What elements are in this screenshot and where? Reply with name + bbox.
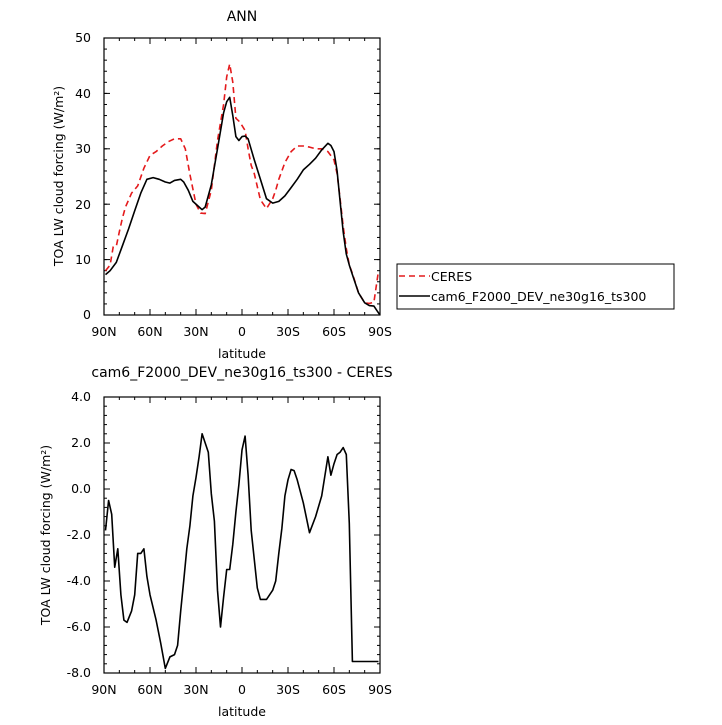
top-ytick-label: 20: [75, 197, 91, 212]
bottom-ytick-label: 4.0: [71, 389, 91, 404]
top-xtick-label: 0: [238, 324, 246, 339]
top-xtick-label: 90S: [368, 324, 392, 339]
top-plot-area: [103, 37, 381, 316]
bottom-y-ticklabels: -8.0 -6.0 -4.0 -2.0 0.0 2.0 4.0: [67, 389, 91, 680]
bottom-plot-area: [103, 396, 381, 674]
top-ytick-label: 50: [75, 30, 91, 45]
bottom-ytick-label: -8.0: [67, 665, 91, 680]
top-legend: CERES cam6_F2000_DEV_ne30g16_ts300: [396, 263, 675, 310]
bottom-x-ticklabels: 90N 60N 30N 0 30S 60S 90S: [91, 682, 392, 697]
bottom-x-axis-label: latitude: [218, 704, 266, 719]
bottom-xtick-label: 0: [238, 682, 246, 697]
top-panel: ANN 90N 60N 30N 0 30S 60S 90S 0 10 20 30…: [51, 9, 675, 361]
bottom-xtick-label: 60N: [137, 682, 162, 697]
top-xtick-label: 30S: [276, 324, 300, 339]
top-series-line-cam6-f2000-dev-ne30g16-ts300: [104, 96, 381, 316]
bottom-xtick-label: 30S: [276, 682, 300, 697]
bottom-series-line-diff-0: [104, 432, 379, 670]
bottom-ytick-label: 0.0: [71, 481, 91, 496]
top-xtick-label: 90N: [91, 324, 116, 339]
bottom-xtick-label: 60S: [322, 682, 346, 697]
top-axis-ticks: [103, 37, 381, 316]
bottom-ytick-label: -6.0: [67, 619, 91, 634]
bottom-plot-frame: [103, 396, 381, 674]
legend-label-ceres: CERES: [431, 269, 472, 284]
top-ytick-label: 40: [75, 86, 91, 101]
top-x-ticklabels: 90N 60N 30N 0 30S 60S 90S: [91, 324, 392, 339]
top-xtick-label: 60N: [137, 324, 162, 339]
top-ytick-label: 30: [75, 141, 91, 156]
top-ytick-label: 10: [75, 252, 91, 267]
bottom-axis-ticks: [103, 396, 381, 674]
top-plot-frame: [103, 37, 381, 316]
bottom-y-axis-label: TOA LW cloud forcing (W/m²): [38, 445, 53, 626]
top-y-ticklabels: 0 10 20 30 40 50: [75, 30, 91, 322]
bottom-xtick-label: 90N: [91, 682, 116, 697]
bottom-xtick-label: 90S: [368, 682, 392, 697]
top-chart-title: ANN: [227, 9, 258, 25]
bottom-ytick-label: -4.0: [67, 573, 91, 588]
bottom-ytick-label: 2.0: [71, 435, 91, 450]
top-x-axis-label: latitude: [218, 346, 266, 361]
bottom-ytick-label: -2.0: [67, 527, 91, 542]
top-xtick-label: 60S: [322, 324, 346, 339]
legend-label-model: cam6_F2000_DEV_ne30g16_ts300: [431, 289, 646, 304]
top-xtick-label: 30N: [183, 324, 208, 339]
bottom-xtick-label: 30N: [183, 682, 208, 697]
bottom-series-group: [104, 432, 379, 670]
bottom-panel: cam6_F2000_DEV_ne30g16_ts300 - CERES 90N…: [38, 365, 393, 719]
bottom-chart-title: cam6_F2000_DEV_ne30g16_ts300 - CERES: [91, 365, 392, 381]
top-series-group: [104, 63, 381, 316]
legend-box: [396, 263, 675, 310]
top-y-axis-label: TOA LW cloud forcing (W/m²): [51, 86, 66, 267]
top-ytick-label: 0: [83, 307, 91, 322]
